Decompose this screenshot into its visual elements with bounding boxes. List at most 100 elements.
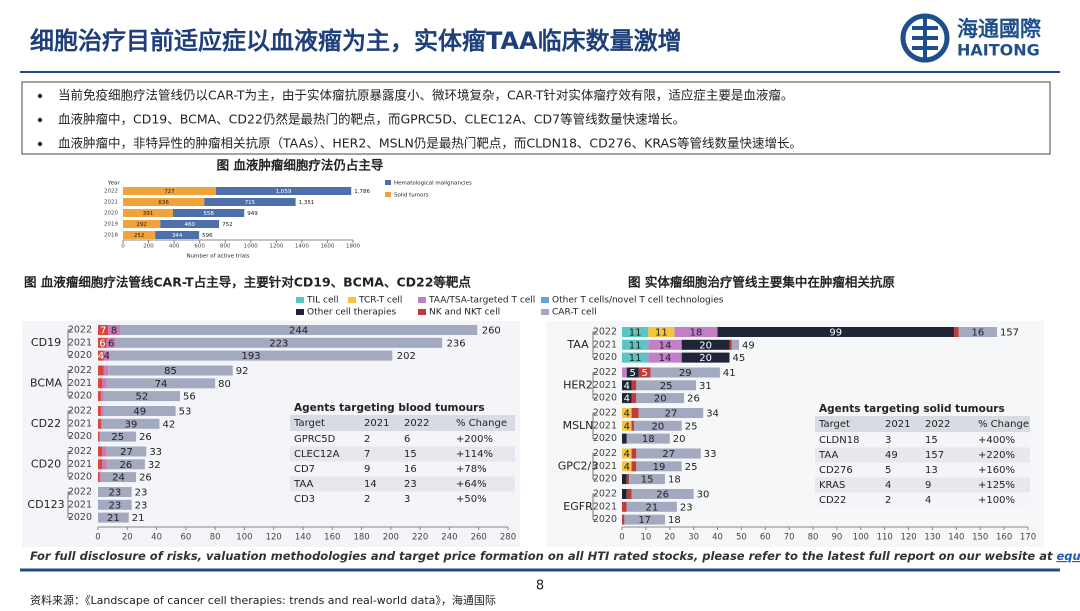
bar-segment: [119, 325, 478, 335]
group-bracket: [592, 372, 597, 399]
x-axis-label: Number of active trials: [186, 254, 249, 260]
disclaimer: For full disclosure of risks, valuation …: [30, 549, 1080, 563]
total-label: 202: [397, 351, 416, 362]
legend-label: TAA/TSA-targeted T cell: [428, 296, 535, 306]
data-label: 5: [642, 368, 648, 379]
bar-segment: [98, 391, 101, 402]
table-header: 2021: [885, 419, 910, 430]
x-tick-label: 70: [784, 533, 795, 543]
table-cell: 16: [404, 464, 417, 475]
table-header: Target: [818, 419, 850, 430]
total-label: 260: [482, 326, 501, 337]
row-label: 2020: [68, 431, 92, 442]
data-label: 20: [651, 421, 664, 432]
table-row-bg: [815, 492, 1030, 508]
table-header: Target: [293, 418, 325, 429]
bar-segment: [631, 380, 637, 391]
data-label: 17: [638, 515, 651, 526]
x-tick-label: 280: [500, 533, 516, 543]
data-label: 460: [184, 222, 195, 228]
data-label: 11: [655, 328, 668, 339]
table-cell: 23: [404, 479, 417, 490]
group-label: MSLN: [563, 419, 594, 432]
x-tick-label: 0: [95, 533, 100, 543]
x-tick-label: 600: [194, 244, 205, 250]
data-label: 18: [642, 434, 655, 445]
row-label: 2021: [68, 378, 92, 389]
data-label: 1,059: [276, 189, 292, 195]
bar-segment: [631, 408, 639, 418]
bar-segment: [631, 393, 637, 404]
bar-segment: [106, 459, 145, 470]
group-label: GPC2/3: [558, 459, 599, 472]
x-tick-label: 160: [996, 533, 1012, 543]
data-label: 244: [289, 326, 308, 337]
bar-segment: [681, 352, 730, 363]
table-cell: +50%: [456, 494, 487, 505]
data-label: 19: [653, 462, 666, 473]
data-label: 27: [120, 447, 133, 458]
bar-segment: [636, 448, 701, 459]
x-tick-label: 1400: [295, 244, 309, 250]
x-tick-label: 80: [210, 533, 221, 543]
data-label: 11: [629, 328, 642, 339]
bar-segment: [958, 327, 997, 337]
group-label: TAA: [566, 338, 589, 351]
data-label: 4: [624, 421, 630, 432]
table-cell: TAA: [818, 450, 838, 461]
row-label: 2021: [593, 339, 617, 350]
table-cell: KRAS: [819, 480, 845, 491]
legend-swatch: [418, 309, 426, 315]
website-link[interactable]: equities.htisec.com: [1057, 549, 1080, 563]
data-label: 74: [155, 379, 168, 390]
table-cell: +220%: [978, 450, 1015, 461]
bar-segment: [123, 187, 216, 195]
bullet-list: 当前免疫细胞疗法管线仍以CAR-T为主，由于实体瘤抗原暴露度小、微环境复杂，CA…: [37, 88, 802, 151]
legend-swatch: [418, 297, 426, 303]
row-label: 2021: [68, 418, 92, 429]
data-label: 23: [108, 488, 121, 499]
bar-segment: [622, 393, 632, 404]
bar-segment: [103, 365, 109, 376]
bar-segment: [100, 406, 104, 416]
bar-segment: [204, 198, 296, 206]
x-tick-label: 140: [948, 533, 964, 543]
group-bracket: [67, 370, 72, 397]
data-label: 21: [645, 502, 658, 513]
bar-segment: [631, 420, 634, 431]
table-cell: +78%: [456, 464, 487, 475]
table-header: % Change: [978, 419, 1029, 430]
bar-segment: [102, 446, 107, 457]
disclaimer-text: For full disclosure of risks, valuation …: [30, 549, 1057, 563]
bar-segment: [123, 198, 205, 206]
x-tick-label: 140: [295, 533, 311, 543]
table-header: % Change: [456, 418, 507, 429]
bar-segment: [102, 378, 107, 389]
data-label: 252: [134, 233, 145, 239]
bar-segment: [622, 380, 632, 391]
bar-segment: [98, 487, 132, 497]
x-tick-label: 1200: [269, 244, 283, 250]
legend-label: Solid tumors: [394, 193, 429, 199]
bar-segment: [622, 327, 649, 337]
table-cell: 14: [364, 479, 377, 490]
x-tick-label: 0: [619, 533, 624, 543]
bar-segment: [622, 461, 632, 472]
total-label: 23: [680, 502, 693, 513]
source-note: 资料来源：《Landscape of cancer cell therapies…: [30, 593, 496, 607]
row-label: 2021: [68, 459, 92, 470]
x-tick-label: 150: [972, 533, 988, 543]
footer: For full disclosure of risks, valuation …: [20, 549, 1080, 607]
x-tick-label: 180: [353, 533, 369, 543]
data-label: 14: [659, 353, 672, 364]
table-title: Agents targeting solid tumours: [819, 403, 1005, 415]
table-cell: 15: [404, 449, 417, 460]
data-label: 21: [107, 513, 120, 524]
bar-segment: [626, 433, 670, 444]
bar-segment: [631, 461, 637, 472]
data-label: 99: [829, 328, 842, 339]
bar-segment: [622, 367, 627, 378]
bullet-dot: [37, 141, 43, 147]
bar-segment: [636, 461, 682, 472]
data-label: 4: [624, 394, 630, 405]
